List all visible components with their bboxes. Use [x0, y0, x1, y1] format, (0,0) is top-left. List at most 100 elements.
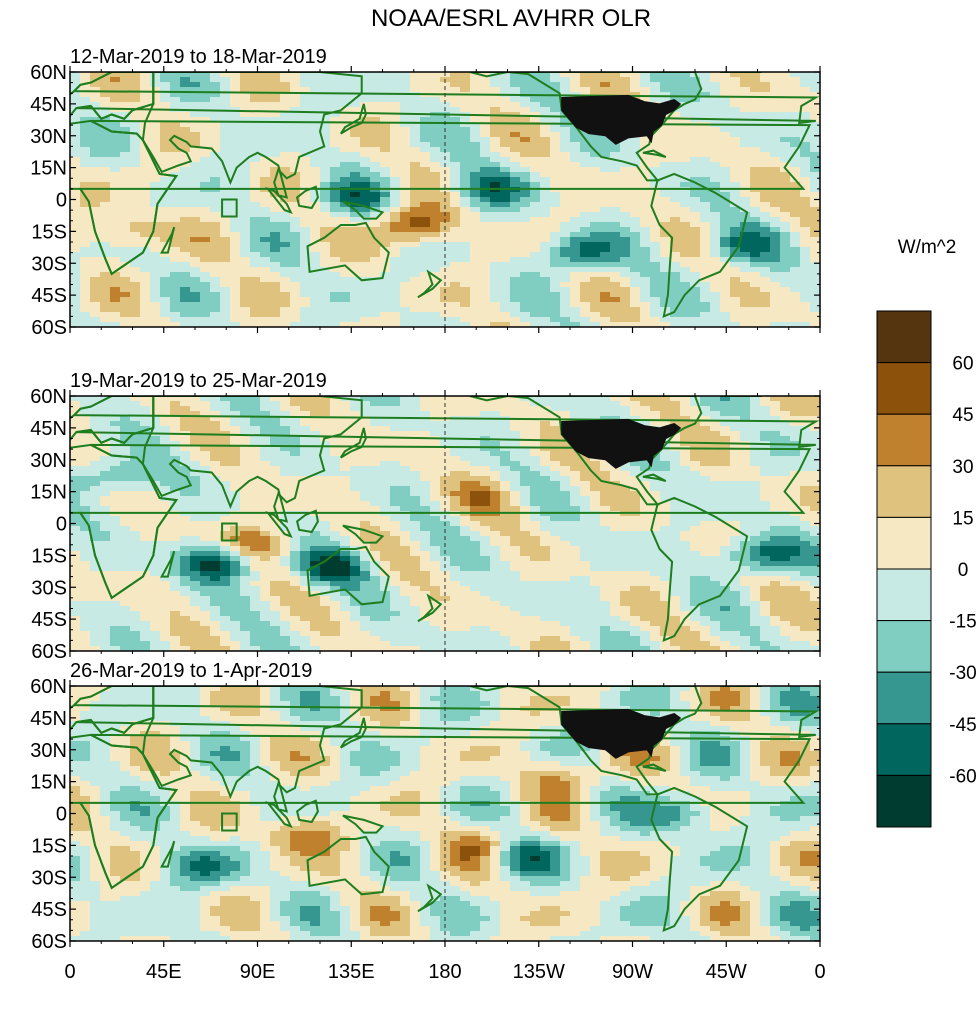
colorbar-swatch: [876, 516, 932, 570]
colorbar-swatch: [876, 723, 932, 776]
coast-asia: [141, 72, 363, 199]
coast-australia: [306, 221, 390, 282]
coast-africa-wrap: [70, 733, 179, 890]
coast-japan: [339, 717, 367, 749]
coast-newguinea: [342, 814, 385, 834]
y-tick-label: 15N: [30, 482, 67, 504]
colorbar-label: 0: [958, 560, 969, 581]
y-tick-label: 45S: [31, 285, 67, 307]
colorbar-units: W/m^2: [898, 237, 957, 258]
x-tick-label: 45W: [706, 961, 747, 983]
colorbar-label: 45: [952, 405, 973, 426]
y-tick-label: 30N: [30, 450, 67, 472]
y-tick-label: 60N: [30, 676, 67, 698]
y-tick-label: 45N: [30, 418, 67, 440]
coast-madagascar: [160, 840, 176, 868]
x-tick-label: 135W: [513, 961, 565, 983]
colorbar-label: 15: [952, 508, 973, 529]
axis-ticks: [69, 390, 821, 657]
coast-borneo: [295, 185, 319, 210]
colorbar-swatch: [876, 671, 932, 725]
coast-samerica: [650, 496, 749, 643]
coast-borneo: [295, 799, 319, 824]
coast-africa-wrap: [70, 443, 179, 600]
coast-samerica: [650, 786, 749, 933]
y-tick-label: 30N: [30, 126, 67, 148]
map-panel-3: 60N 45N 30N 15N 0 15S 30S 45S 60S 26-Mar-2019 to …: [30, 660, 821, 953]
colorbar-label: -15: [949, 612, 976, 633]
coast-newzealand: [417, 593, 443, 623]
y-tick-label: 30N: [30, 740, 67, 762]
axis-ticks: [69, 680, 821, 947]
y-tick-label: 60S: [31, 641, 67, 663]
y-tick-label: 60N: [30, 62, 67, 84]
coast-japan: [339, 427, 367, 459]
y-tick-label: 15S: [31, 545, 67, 567]
x-tick-label: 45E: [146, 961, 182, 983]
colorbar-swatch: [876, 465, 932, 518]
coast-namerica: [469, 72, 703, 182]
y-tick-label: 0: [56, 190, 67, 212]
coast-japan: [339, 103, 367, 135]
x-tick-label: 0: [64, 961, 75, 983]
y-tick-label: 30S: [31, 577, 67, 599]
y-tick-label: 30S: [31, 867, 67, 889]
figure-title: NOAA/ESRL AVHRR OLR: [371, 5, 651, 32]
coast-newguinea: [342, 524, 385, 544]
region-box: [221, 522, 238, 542]
panel-3-date-range: 26-Mar-2019 to 1-Apr-2019: [70, 660, 312, 682]
region-box: [221, 812, 238, 832]
colorbar-swatch: [876, 620, 932, 673]
coast-australia: [306, 835, 390, 896]
coast-madagascar: [160, 226, 176, 254]
colorbar-label: -30: [949, 663, 976, 684]
coast-sumatra: [265, 186, 293, 215]
x-tick-label: 90W: [612, 961, 653, 983]
y-tick-label: 0: [56, 514, 67, 536]
y-tick-label: 15S: [31, 221, 67, 243]
coast-madagascar: [160, 550, 176, 578]
colorbar-swatch: [876, 774, 932, 828]
map-panels: 60N 45N 30N 15N 0 15S 30S 45S 60S 12-Mar-2019 to …: [30, 46, 825, 983]
colorbar-swatch: [876, 413, 932, 467]
colorbar-labels: 60 45 30 15 0 -15 -30 -45 -60: [949, 354, 976, 788]
region-box: [221, 198, 238, 218]
coast-africa-wrap: [70, 119, 179, 276]
colorbar-label: 60: [952, 354, 973, 375]
coastlines: [70, 686, 820, 933]
y-tick-label: 0: [56, 804, 67, 826]
colorbar-swatch: [876, 310, 932, 364]
panel-2-date-range: 19-Mar-2019 to 25-Mar-2019: [70, 370, 327, 392]
coast-sumatra: [265, 800, 293, 829]
x-tick-labels: 0 45E 90E 135E 180 135W 90W 45W 0: [64, 961, 825, 983]
coast-sumatra: [265, 510, 293, 539]
map-panel-2: 60N 45N 30N 15N 0 15S 30S 45S 60S 19-Mar-2019 to …: [30, 370, 821, 663]
coast-namerica: [469, 396, 703, 506]
y-tick-label: 45S: [31, 899, 67, 921]
coast-namerica: [469, 686, 703, 796]
coast-newguinea: [342, 200, 385, 220]
coast-cuba: [642, 149, 667, 158]
panel-1-date-range: 12-Mar-2019 to 18-Mar-2019: [70, 46, 327, 68]
y-tick-label: 45S: [31, 609, 67, 631]
y-tick-label: 45N: [30, 708, 67, 730]
usa-mask: [561, 708, 682, 759]
coast-cuba: [642, 473, 667, 482]
coastlines: [70, 72, 820, 319]
coast-asia: [141, 686, 363, 813]
coast-newzealand: [417, 883, 443, 913]
x-tick-label: 135E: [328, 961, 375, 983]
colorbar: W/m^2 60 45 30 15 0 -15 -30 -45 -60: [876, 237, 977, 828]
coastlines: [70, 396, 820, 643]
y-tick-label: 30S: [31, 253, 67, 275]
coast-newzealand: [417, 269, 443, 299]
x-tick-label: 180: [428, 961, 461, 983]
coast-borneo: [295, 509, 319, 534]
usa-mask: [561, 418, 682, 469]
usa-mask: [561, 94, 682, 145]
y-tick-label: 15N: [30, 772, 67, 794]
coast-australia: [306, 545, 390, 606]
colorbar-swatch: [876, 568, 932, 622]
y-tick-label: 60N: [30, 386, 67, 408]
x-tick-label: 0: [814, 961, 825, 983]
